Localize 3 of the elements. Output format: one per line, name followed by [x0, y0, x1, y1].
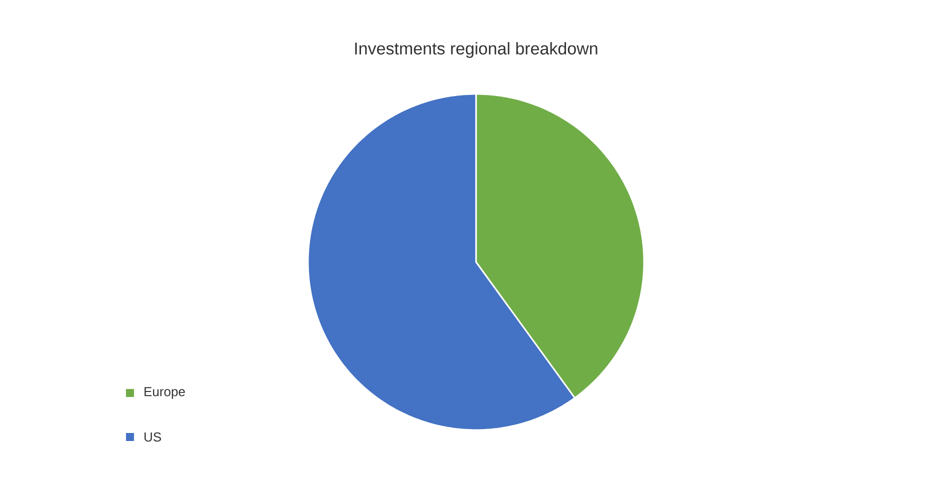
chart-title: Investments regional breakdown	[355, 42, 598, 58]
legend-label: US	[144, 432, 161, 442]
legend-label: Europe	[144, 387, 185, 399]
